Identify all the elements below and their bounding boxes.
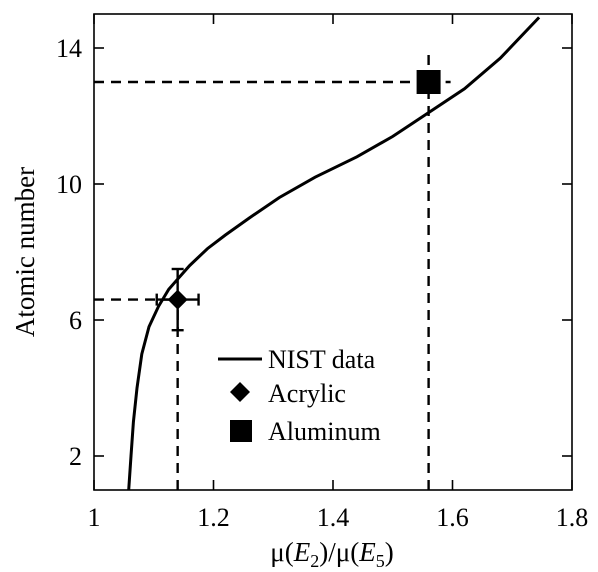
x-tick-label: 1.2 [197, 503, 230, 532]
y-axis-title: Atomic number [10, 167, 40, 337]
acrylic-data-point [167, 289, 188, 310]
aluminum-data-point [416, 70, 441, 94]
legend-label-aluminum: Aluminum [268, 417, 381, 446]
x-title-e1: E [293, 537, 311, 567]
legend: NIST data Acrylic Aluminum [218, 345, 381, 446]
x-title-mu1: μ( [270, 537, 293, 567]
x-tick-label: 1 [88, 503, 101, 532]
x-title-e2: E [358, 537, 376, 567]
x-tick-label: 1.8 [556, 503, 589, 532]
x-tick-label: 1.4 [317, 503, 350, 532]
legend-square-swatch [230, 420, 252, 442]
axis-ticks: 1 1.2 1.4 1.6 1.8 2 6 10 14 [56, 14, 588, 532]
y-tick-label: 6 [69, 306, 82, 335]
plot-area [94, 16, 541, 491]
series-line-nist-data [127, 16, 541, 491]
x-title-end: ) [385, 537, 394, 567]
y-tick-label: 2 [69, 442, 82, 471]
x-title-sub2: 5 [376, 551, 385, 571]
x-tick-label: 1.6 [436, 503, 469, 532]
x-title-sub1: 2 [310, 551, 319, 571]
y-tick-label: 14 [56, 34, 82, 63]
x-axis-title: μ(E2)/μ(E5) [270, 537, 393, 571]
legend-label-nist: NIST data [268, 345, 376, 374]
legend-label-acrylic: Acrylic [268, 379, 346, 408]
x-title-mid: )/μ( [319, 537, 359, 567]
y-tick-label: 10 [56, 170, 82, 199]
legend-diamond-swatch [230, 382, 250, 402]
